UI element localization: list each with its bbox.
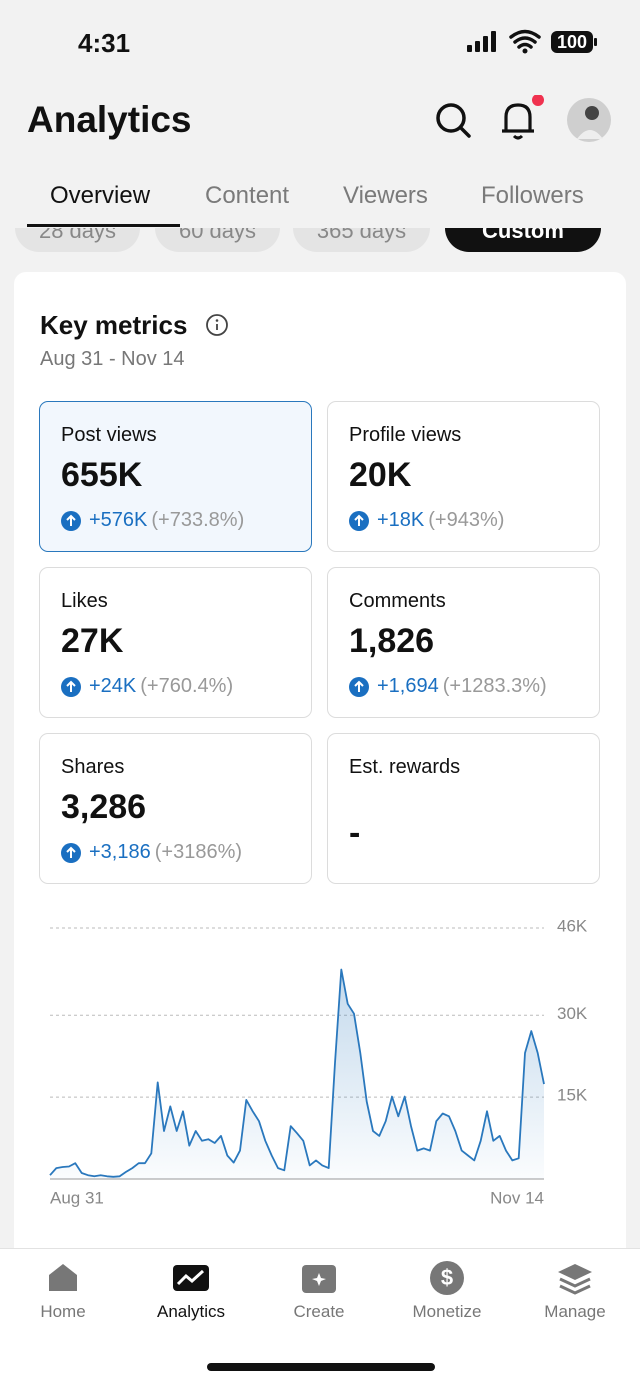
up-arrow xyxy=(354,514,364,526)
tab[interactable]: Viewers xyxy=(343,182,428,209)
create-icon[interactable] xyxy=(302,1265,336,1293)
metric-card[interactable]: Post views 655K +576K (+733.8%) xyxy=(39,401,312,552)
change-percent: (+943%) xyxy=(428,509,505,531)
metric-card[interactable]: Likes 27K +24K (+760.4%) xyxy=(39,567,312,718)
battery-level: 100 xyxy=(557,32,587,52)
status-icons: 100 xyxy=(467,29,597,54)
metric-change: +1,694 (+1283.3%) xyxy=(349,675,547,698)
metric-value: 3,286 xyxy=(61,788,147,826)
metric-label: Post views xyxy=(61,424,157,446)
change-percent: (+3186%) xyxy=(154,841,243,863)
metric-label: Shares xyxy=(61,756,125,778)
notification-icon[interactable] xyxy=(502,95,544,140)
nav-label[interactable]: Analytics xyxy=(156,1302,226,1321)
nav-label[interactable]: Create xyxy=(293,1302,345,1321)
up-arrow xyxy=(66,680,76,692)
up-icon xyxy=(61,842,81,863)
up-arrow xyxy=(66,514,76,526)
up-icon xyxy=(349,510,369,531)
nav-icons: $ xyxy=(49,1261,592,1295)
info-icon[interactable] xyxy=(205,313,229,337)
change-percent: (+733.8%) xyxy=(151,509,245,531)
nav-label[interactable]: Manage xyxy=(544,1302,606,1321)
tab[interactable]: Followers xyxy=(481,182,584,209)
metric-change: +24K (+760.4%) xyxy=(61,675,233,698)
tab[interactable]: Content xyxy=(205,182,290,209)
analytics-icon[interactable] xyxy=(173,1265,209,1291)
monetize-icon[interactable]: $ xyxy=(430,1261,464,1295)
up-icon xyxy=(61,510,81,531)
metric-card[interactable]: Profile views 20K +18K (+943%) xyxy=(327,401,600,552)
nav-label[interactable]: Home xyxy=(40,1302,86,1321)
top-bar: 4:31 100 Analytics xyxy=(0,0,640,228)
change-value: +1,694 xyxy=(377,675,439,697)
search-icon[interactable] xyxy=(436,103,471,138)
tab-underline xyxy=(27,224,180,227)
metric-value: 20K xyxy=(349,456,412,494)
change-percent: (+760.4%) xyxy=(140,675,234,697)
change-value: +24K xyxy=(89,675,137,697)
metric-card[interactable]: Comments 1,826 +1,694 (+1283.3%) xyxy=(327,567,600,718)
nav-label[interactable]: Monetize xyxy=(412,1302,482,1321)
change-value: +18K xyxy=(377,509,425,531)
home-indicator xyxy=(207,1363,435,1371)
metric-label: Comments xyxy=(349,590,446,612)
metric-label: Likes xyxy=(61,590,108,612)
metric-change: +576K (+733.8%) xyxy=(61,509,244,532)
date-range: Aug 31 - Nov 14 xyxy=(40,348,185,370)
up-arrow xyxy=(66,846,76,858)
avatar[interactable] xyxy=(567,98,611,142)
metric-value: 655K xyxy=(61,456,143,494)
metric-value: 27K xyxy=(61,622,124,660)
page-title: Analytics xyxy=(27,99,192,140)
section-title: Key metrics xyxy=(40,310,188,340)
bottom-nav: $ xyxy=(0,1248,640,1385)
manage-icon[interactable] xyxy=(558,1264,592,1295)
up-icon xyxy=(349,676,369,697)
metric-card[interactable]: Est. rewards - xyxy=(327,733,600,884)
metric-card[interactable]: Shares 3,286 +3,186 (+3186%) xyxy=(39,733,312,884)
tab[interactable]: Overview xyxy=(50,182,151,209)
header-actions xyxy=(436,95,611,142)
home-icon[interactable] xyxy=(49,1264,77,1291)
up-arrow xyxy=(354,680,364,692)
metric-change: +18K (+943%) xyxy=(349,509,504,532)
change-percent: (+1283.3%) xyxy=(442,675,547,697)
up-icon xyxy=(61,676,81,697)
metric-change: +3,186 (+3186%) xyxy=(61,841,242,864)
metric-value: 1,826 xyxy=(349,622,435,660)
metric-value: - xyxy=(349,814,361,852)
status-time: 4:31 xyxy=(78,28,131,58)
svg-text:$: $ xyxy=(441,1265,453,1290)
metric-label: Profile views xyxy=(349,424,462,446)
metric-label: Est. rewards xyxy=(349,756,461,778)
change-value: +576K xyxy=(89,509,148,531)
change-value: +3,186 xyxy=(89,841,151,863)
